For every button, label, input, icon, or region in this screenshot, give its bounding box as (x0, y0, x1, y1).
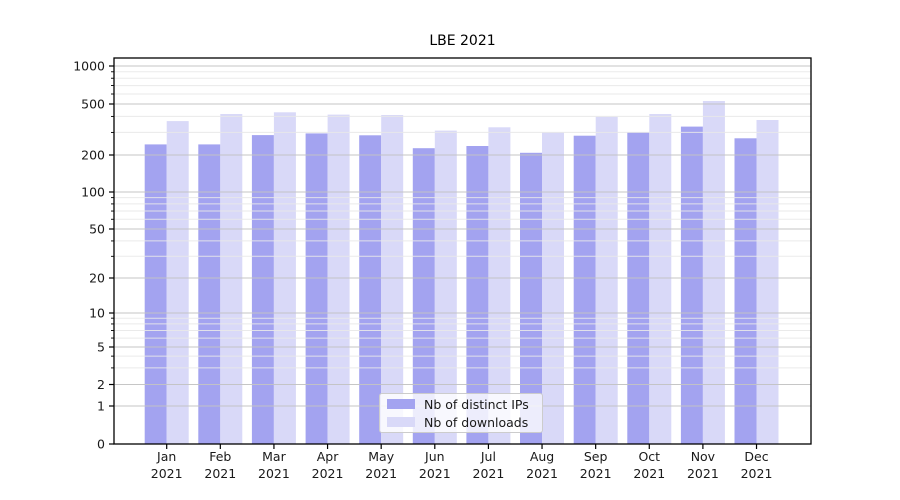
bar-downloads-Apr (327, 114, 350, 444)
bar-downloads-Feb (220, 114, 243, 444)
x-tick-label-Mar: Mar 2021 (258, 449, 290, 481)
axes-layer: 0 1 2 5 10 20 50 100 200 500 1000 Jan 2021 Feb 2021 Mar… (73, 59, 772, 482)
bar-ips-Jul (466, 146, 489, 444)
bar-ips-Sep (573, 135, 596, 444)
x-tick-label-Jan: Jan 2021 (151, 449, 183, 481)
y-tick-label-2: 2 (97, 377, 105, 392)
axes-box (113, 57, 812, 445)
legend-label-ips: Nb of distinct IPs (424, 396, 529, 412)
bar-ips-Oct (627, 132, 650, 444)
x-tick-label-Aug: Aug 2021 (526, 449, 558, 481)
x-tick-label-Sep: Sep 2021 (580, 449, 612, 481)
bar-ips-Dec (734, 138, 757, 445)
legend-label-downloads: Nb of downloads (424, 414, 529, 430)
bar-downloads-Jun (434, 130, 457, 444)
bar-ips-May (359, 135, 382, 445)
x-tick-label-Nov: Nov 2021 (687, 449, 719, 481)
grid-layer (114, 65, 811, 407)
bar-downloads-Oct (649, 114, 672, 444)
bar-ips-Feb (198, 144, 221, 444)
bars-layer (144, 101, 779, 445)
bar-downloads-Jul (488, 127, 511, 445)
y-tick-label-10: 10 (89, 306, 105, 321)
bar-downloads-Sep (595, 116, 618, 444)
bar-ips-Aug (520, 152, 542, 445)
y-tick-label-200: 200 (81, 148, 105, 163)
x-tick-label-Feb: Feb 2021 (204, 449, 236, 481)
x-tick-label-Jun: Jun 2021 (419, 449, 451, 481)
bar-ips-Jan (144, 144, 167, 444)
bar-downloads-Nov (702, 101, 725, 444)
x-tick-label-Oct: Oct 2021 (633, 449, 665, 481)
legend-row-downloads: Nb of downloads (387, 414, 542, 430)
x-tick-label-May: May 2021 (365, 449, 397, 481)
x-tick-label-Jul: Jul 2021 (473, 449, 505, 481)
y-tick-label-20: 20 (89, 271, 105, 286)
legend-swatch-ips (387, 399, 415, 409)
bar-ips-Mar (251, 135, 274, 444)
legend: Nb of distinct IPs Nb of downloads (379, 393, 543, 433)
bar-downloads-Aug (542, 132, 564, 444)
y-tick-label-100: 100 (81, 185, 105, 200)
legend-row-ips: Nb of distinct IPs (387, 396, 542, 412)
bar-ips-Nov (680, 126, 703, 444)
bar-ips-Apr (305, 133, 328, 444)
y-tick-label-1: 1 (97, 399, 105, 414)
bar-ips-Jun (412, 148, 435, 444)
y-tick-label-5: 5 (97, 340, 105, 355)
y-tick-label-0: 0 (97, 437, 105, 452)
bar-downloads-Dec (756, 120, 779, 444)
chart-title: LBE 2021 (429, 33, 496, 49)
bar-downloads-Jan (166, 121, 189, 444)
legend-swatch-downloads (387, 417, 415, 427)
x-tick-label-Dec: Dec 2021 (741, 449, 773, 481)
y-tick-label-1000: 1000 (73, 59, 105, 74)
x-tick-label-Apr: Apr 2021 (312, 449, 344, 481)
y-tick-label-500: 500 (81, 97, 105, 112)
y-tick-label-50: 50 (89, 222, 105, 237)
